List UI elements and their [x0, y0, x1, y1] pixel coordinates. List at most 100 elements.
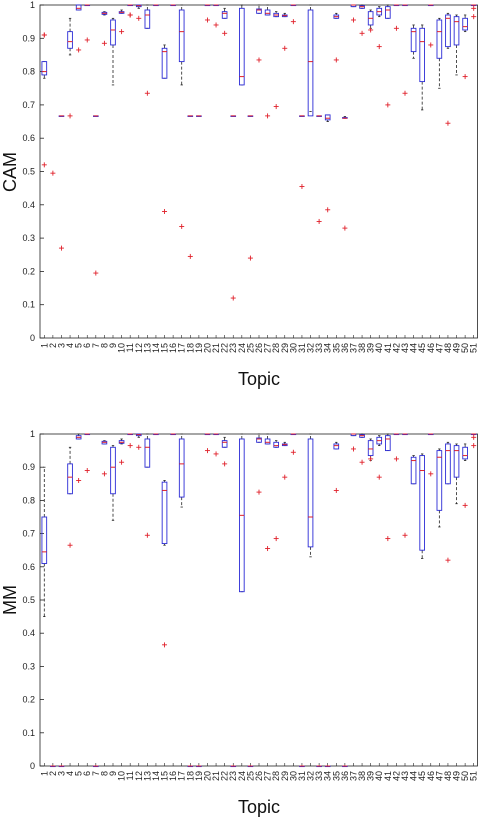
cam-outlier — [256, 57, 262, 63]
cam-x-tick-label: 47 — [434, 343, 444, 353]
cam-outlier — [376, 44, 382, 50]
cam-y-tick-label: 0.2 — [22, 266, 35, 276]
mm-box — [273, 441, 279, 448]
cam-y-tick-label: 0.7 — [22, 100, 35, 110]
mm-x-tick-label: 50 — [460, 771, 470, 781]
cam-box — [307, 9, 314, 117]
cam-box — [419, 27, 425, 83]
mm-x-tick-label: 29 — [280, 771, 290, 781]
mm-x-tick-label: 33 — [314, 771, 324, 781]
cam-x-axis-label: Topic — [238, 369, 280, 389]
mm-box — [110, 446, 116, 495]
cam-boxplot-panel: CAM Topic 00.10.20.30.40.50.60.70.80.911… — [0, 0, 478, 389]
cam-outlier — [84, 37, 90, 43]
cam-x-tick-label: 38 — [357, 343, 367, 353]
cam-outlier — [368, 27, 374, 33]
mm-outlier — [273, 536, 279, 542]
mm-outlier — [428, 471, 434, 477]
mm-x-tick-label: 34 — [323, 771, 333, 781]
cam-outlier — [299, 183, 305, 189]
cam-x-tick-label: 42 — [391, 343, 401, 353]
cam-outlier — [333, 57, 339, 63]
cam-box — [385, 6, 391, 19]
mm-x-tick-label: 47 — [434, 771, 444, 781]
mm-box — [144, 438, 151, 468]
mm-box — [307, 438, 314, 548]
cam-x-tick-label: 1 — [39, 343, 49, 348]
mm-box — [453, 445, 460, 478]
mm-outlier — [333, 487, 339, 493]
mm-outlier — [101, 471, 107, 477]
mm-outlier — [385, 536, 391, 542]
mm-outlier — [290, 449, 296, 455]
cam-outlier — [222, 30, 228, 36]
mm-box — [264, 438, 271, 445]
mm-y-tick-label: 0.7 — [22, 529, 35, 539]
mm-x-tick-label: 32 — [306, 771, 316, 781]
cam-x-tick-label: 44 — [409, 343, 419, 353]
cam-outlier — [273, 104, 279, 110]
mm-y-tick-label: 0.9 — [22, 462, 35, 472]
cam-outlier — [290, 19, 296, 25]
mm-x-tick-label: 3 — [56, 771, 66, 776]
mm-x-tick-label: 51 — [469, 771, 478, 781]
cam-y-tick-label: 1 — [30, 0, 35, 10]
cam-plot-frame — [39, 4, 478, 339]
mm-x-tick-label: 4 — [65, 771, 75, 776]
mm-x-tick-label: 43 — [400, 771, 410, 781]
cam-box — [410, 27, 417, 53]
cam-x-tick-label: 5 — [74, 343, 84, 348]
mm-box — [445, 443, 451, 485]
mm-box — [385, 435, 391, 452]
cam-y-tick-label: 0 — [30, 333, 35, 343]
cam-x-tick-label: 21 — [211, 343, 221, 353]
cam-box — [445, 14, 451, 48]
cam-x-tick-label: 46 — [426, 343, 436, 353]
mm-x-tick-label: 20 — [202, 771, 212, 781]
mm-x-tick-label: 45 — [417, 771, 427, 781]
cam-x-tick-label: 7 — [91, 343, 101, 348]
cam-x-tick-label: 35 — [331, 343, 341, 353]
mm-box — [178, 438, 185, 498]
mm-x-tick-label: 15 — [160, 771, 170, 781]
cam-box — [144, 9, 151, 29]
mm-x-tick-label: 48 — [443, 771, 453, 781]
mm-y-tick-label: 0.8 — [22, 495, 35, 505]
mm-outlier — [265, 546, 271, 552]
cam-outlier — [162, 208, 168, 214]
cam-box — [67, 31, 73, 49]
cam-outlier — [204, 17, 210, 23]
mm-x-tick-label: 17 — [177, 771, 187, 781]
cam-y-tick-label: 0.8 — [22, 67, 35, 77]
cam-outlier — [247, 255, 253, 261]
cam-x-tick-label: 30 — [288, 343, 298, 353]
cam-x-tick-label: 36 — [340, 343, 350, 353]
mm-y-axis-label: MM — [0, 585, 20, 615]
cam-outlier — [230, 295, 236, 301]
mm-x-tick-label: 18 — [185, 771, 195, 781]
cam-x-tick-label: 4 — [65, 343, 75, 348]
cam-x-tick-label: 15 — [160, 343, 170, 353]
cam-x-tick-label: 18 — [185, 343, 195, 353]
cam-outlier — [101, 40, 107, 46]
cam-x-tick-label: 27 — [263, 343, 273, 353]
mm-x-tick-label: 1 — [39, 771, 49, 776]
cam-y-tick-label: 0.5 — [22, 167, 35, 177]
mm-x-tick-label: 41 — [383, 771, 393, 781]
mm-outlier — [471, 443, 477, 449]
cam-outlier — [350, 17, 356, 23]
mm-outlier — [67, 542, 73, 548]
mm-x-tick-label: 37 — [348, 771, 358, 781]
mm-x-tick-label: 31 — [297, 771, 307, 781]
mm-box — [67, 463, 73, 495]
mm-outlier — [376, 474, 382, 480]
mm-x-tick-label: 28 — [271, 771, 281, 781]
cam-box — [110, 19, 116, 46]
mm-y-tick-label: 0.4 — [22, 628, 35, 638]
mm-x-tick-label: 7 — [91, 771, 101, 776]
mm-box — [410, 456, 417, 485]
cam-x-tick-label: 16 — [168, 343, 178, 353]
mm-x-tick-label: 8 — [99, 771, 109, 776]
mm-x-tick-label: 13 — [142, 771, 152, 781]
mm-x-tick-label: 11 — [125, 771, 135, 780]
